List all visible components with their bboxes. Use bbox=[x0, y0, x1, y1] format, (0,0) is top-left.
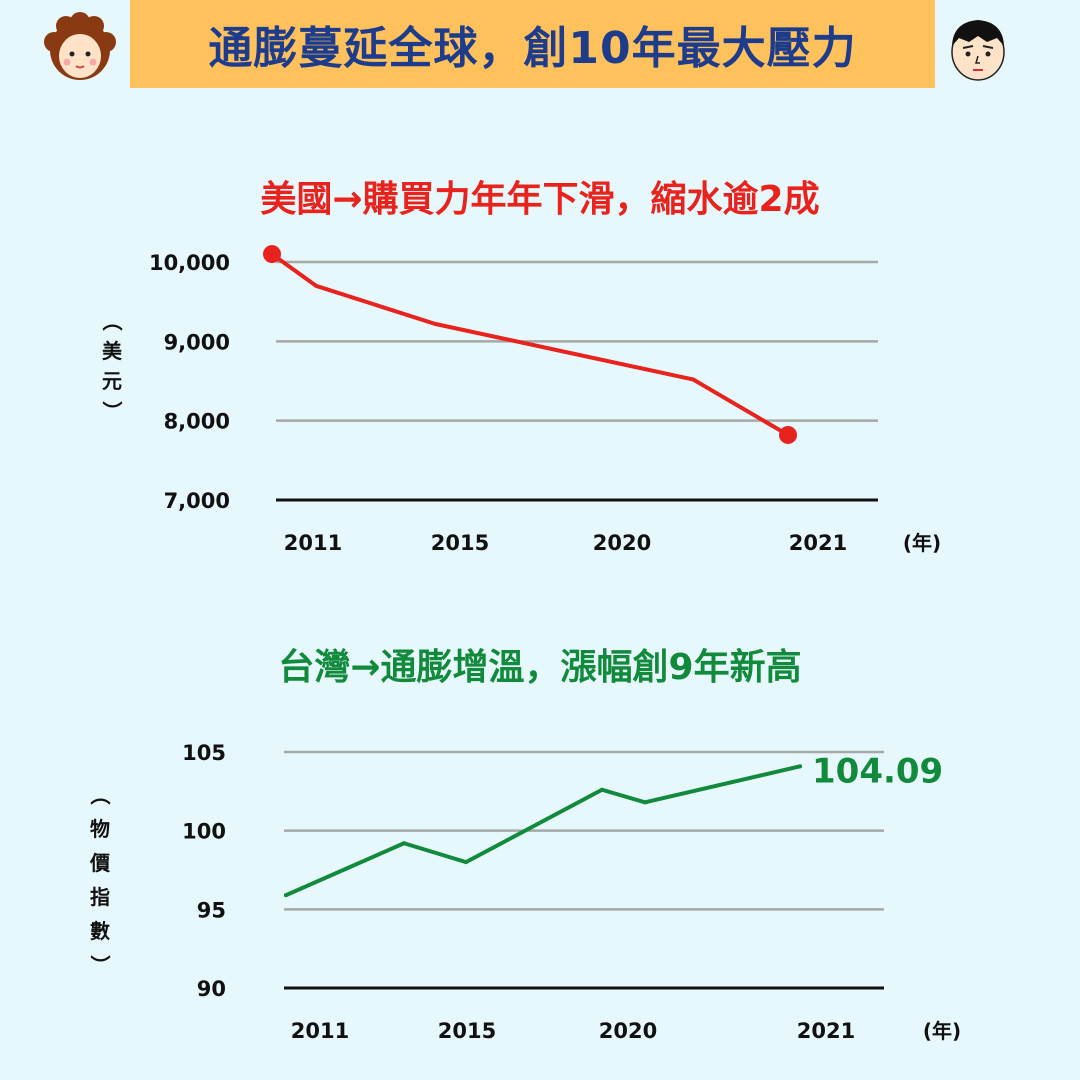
y-axis-label-char: 物 bbox=[90, 817, 110, 841]
x-tick-label: 2021 bbox=[789, 531, 847, 555]
data-point bbox=[464, 860, 468, 865]
x-tick-label: 2015 bbox=[431, 531, 489, 555]
y-tick-label: 7,000 bbox=[164, 489, 230, 513]
data-point bbox=[376, 303, 380, 308]
y-tick-label: 10,000 bbox=[149, 251, 230, 275]
data-point bbox=[284, 893, 288, 898]
y-tick-label: 100 bbox=[182, 820, 226, 844]
curly-haired-person-face-icon bbox=[44, 12, 116, 80]
data-point bbox=[263, 245, 281, 264]
x-tick-label: 2020 bbox=[599, 1019, 657, 1043]
x-unit-label: (年) bbox=[903, 531, 941, 555]
data-point bbox=[314, 283, 318, 288]
data-point bbox=[779, 425, 797, 444]
x-tick-label: 2011 bbox=[291, 1019, 349, 1043]
end-value-label: 104.09 bbox=[812, 751, 943, 791]
x-tick-label: 2011 bbox=[284, 531, 342, 555]
us-chart-title: 美國→購買力年年下滑，縮水逾2成 bbox=[260, 179, 820, 220]
y-tick-label: 9,000 bbox=[164, 330, 230, 354]
y-tick-label: 105 bbox=[182, 741, 226, 765]
y-axis-label-char: 數 bbox=[90, 919, 110, 943]
y-axis-label-char: ） bbox=[100, 401, 124, 421]
y-tick-label: 95 bbox=[197, 898, 226, 922]
series-line bbox=[284, 764, 802, 898]
y-axis-label-char: （ bbox=[100, 311, 124, 331]
data-point bbox=[433, 321, 437, 326]
data-point bbox=[600, 787, 604, 792]
y-axis-label-char: 美 bbox=[102, 339, 123, 363]
x-tick-label: 2021 bbox=[797, 1019, 855, 1043]
page-title: 通膨蔓延全球，創10年最大壓力 bbox=[208, 23, 857, 74]
header-banner: 通膨蔓延全球，創10年最大壓力 bbox=[130, 0, 935, 88]
x-unit-label: (年) bbox=[923, 1019, 961, 1043]
series-line bbox=[270, 252, 790, 437]
y-axis-label-char: （ bbox=[88, 785, 112, 805]
x-tick-label: 2015 bbox=[438, 1019, 496, 1043]
y-axis-label-char: 指 bbox=[90, 885, 110, 909]
taiwan-chart-title: 台灣→通膨增溫，漲幅創9年新高 bbox=[278, 647, 802, 688]
data-point bbox=[798, 764, 802, 769]
data-point bbox=[402, 841, 406, 846]
us-purchasing-power-line-chart: 10,000 9,000 8,000 7,000 2011 2015 2020 2021 (年)… bbox=[100, 245, 941, 555]
data-point bbox=[643, 800, 647, 805]
data-point bbox=[691, 377, 695, 382]
x-tick-label: 2020 bbox=[593, 531, 651, 555]
y-tick-label: 90 bbox=[197, 977, 226, 1001]
y-axis-label-char: 價 bbox=[89, 851, 111, 875]
y-axis-label-char: ） bbox=[88, 955, 112, 975]
y-axis-label-char: 元 bbox=[102, 369, 122, 393]
worried-man-face-icon bbox=[951, 20, 1005, 81]
y-tick-label: 8,000 bbox=[164, 410, 230, 434]
